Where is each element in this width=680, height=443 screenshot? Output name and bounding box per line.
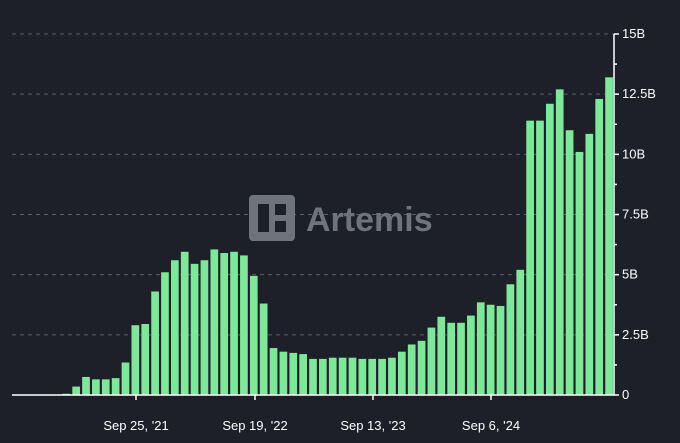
bar (378, 358, 386, 395)
bar (220, 253, 229, 395)
y-tick-label: 12.5B (622, 86, 656, 101)
bar (506, 284, 515, 395)
watermark: Artemis (249, 195, 433, 241)
bar (240, 255, 248, 395)
bar (230, 251, 238, 395)
bar (111, 378, 120, 395)
bar (269, 348, 278, 395)
bar (131, 325, 140, 395)
x-axis-ticks: Sep 25, '21 Sep 19, '22 Sep 13, '23 Sep 6, … (103, 395, 520, 433)
bar (368, 358, 377, 395)
bar (141, 324, 150, 395)
bar (279, 351, 288, 395)
y-tick-label: 10B (622, 146, 645, 161)
bar (338, 357, 347, 395)
bar (437, 316, 446, 395)
bar (299, 354, 307, 395)
y-tick-label: 0 (622, 387, 629, 402)
bar (319, 358, 327, 395)
x-tick-label: Sep 25, '21 (103, 418, 168, 433)
bar (516, 269, 525, 395)
bar (575, 151, 584, 395)
y-tick-label: 15B (622, 26, 645, 41)
watermark-text: Artemis (306, 201, 433, 239)
y-tick-label: 5B (622, 267, 638, 282)
bar (565, 130, 574, 395)
y-tick-label: 2.5B (622, 327, 649, 342)
bar (496, 305, 505, 395)
bar (161, 272, 169, 395)
bar (457, 322, 465, 395)
bar (526, 120, 534, 395)
x-tick-label: Sep 19, '22 (222, 418, 287, 433)
bar (72, 386, 80, 395)
x-tick-label: Sep 6, '24 (462, 418, 520, 433)
bar (259, 303, 268, 395)
bar (388, 357, 396, 395)
bar (170, 260, 179, 395)
bar (190, 263, 199, 395)
bar (447, 322, 456, 395)
bar (467, 315, 475, 395)
bar (417, 340, 426, 395)
bar (92, 379, 100, 395)
bar (101, 379, 110, 395)
bar (328, 357, 337, 395)
bar (605, 77, 613, 395)
bar (180, 251, 189, 395)
bar (151, 291, 159, 395)
bars (62, 77, 613, 395)
bar (210, 249, 219, 395)
bar (121, 362, 130, 395)
bar (407, 344, 416, 395)
bar (358, 358, 367, 395)
bar (289, 352, 298, 395)
bar (82, 376, 90, 395)
y-tick-label: 7.5B (622, 207, 649, 222)
bar (595, 98, 604, 395)
bar (486, 304, 495, 395)
bar (397, 351, 406, 395)
bar (546, 103, 554, 395)
bar (249, 275, 258, 395)
bar (427, 327, 436, 395)
y-axis-ticks: 0 2.5B 5B 7.5B 10B 12.5B 15B (614, 26, 656, 402)
bar (536, 120, 544, 395)
bar (585, 133, 594, 395)
bar (309, 358, 317, 395)
artemis-logo-icon (249, 195, 295, 241)
bar (200, 260, 209, 395)
bar (555, 89, 564, 395)
bar (348, 357, 357, 395)
bar (476, 302, 485, 395)
x-tick-label: Sep 13, '23 (340, 418, 405, 433)
